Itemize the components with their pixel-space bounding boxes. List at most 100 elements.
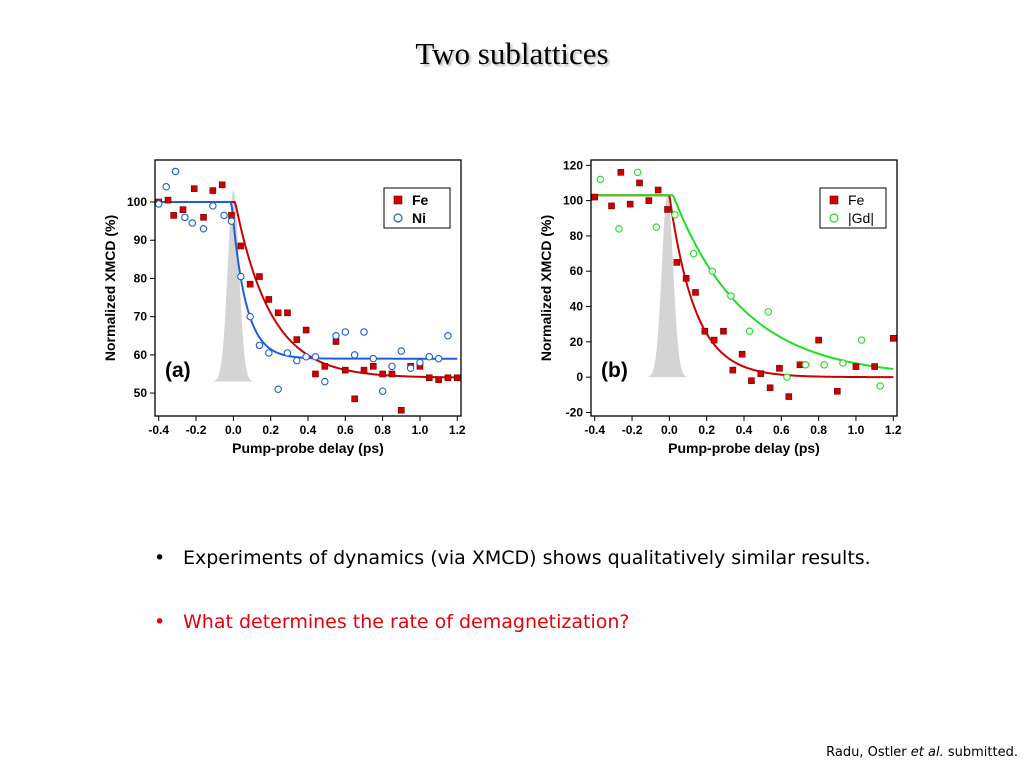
data-point-fe [342, 366, 349, 374]
data-point-fe [815, 336, 822, 344]
y-tick-label: 90 [134, 233, 148, 247]
data-point-ni [406, 364, 415, 372]
y-tick-label: 60 [570, 264, 584, 278]
data-point-ni [341, 328, 350, 336]
y-tick-label: 60 [134, 348, 148, 362]
pump-pulse [645, 193, 690, 378]
data-point-fe [626, 200, 634, 208]
data-point-fe [218, 181, 226, 189]
bullet-marker: • [154, 611, 166, 633]
data-point-ni [199, 225, 208, 233]
data-point-fe [321, 363, 329, 370]
data-point-fe [274, 309, 282, 317]
legend-box [383, 187, 451, 229]
data-point-fe [654, 186, 662, 194]
data-point-ni [321, 377, 329, 386]
data-point-fe [388, 370, 396, 378]
data-point-fe [636, 179, 643, 187]
x-tick-label: 0.4 [300, 423, 317, 437]
x-tick-label: 0.8 [810, 423, 827, 437]
data-point-fe [256, 273, 263, 280]
citation-status: submitted. [943, 745, 1018, 760]
data-point-ni [369, 354, 378, 363]
x-tick-label: 1.2 [885, 423, 902, 437]
data-point-fe [237, 242, 245, 250]
citation-etal: et al. [910, 745, 944, 760]
data-point-fe [265, 296, 273, 303]
data-point-ni [154, 200, 163, 208]
data-point-gd [839, 359, 847, 367]
x-tick-label: -0.4 [148, 423, 169, 437]
data-point-fe [312, 370, 319, 378]
x-tick-label: -0.2 [622, 423, 643, 437]
y-tick-label: 80 [570, 229, 584, 243]
y-tick-label: 0 [576, 370, 583, 384]
panel-label: (b) [601, 359, 628, 382]
data-point-ni [181, 213, 189, 222]
x-tick-label: 0.6 [337, 423, 354, 437]
data-point-fe [209, 187, 217, 194]
y-tick-label: 40 [570, 300, 584, 314]
data-point-fe [302, 326, 310, 334]
y-axis-label: Normalized XMCD (%) [538, 215, 554, 361]
data-point-fe [757, 370, 765, 377]
legend-marker-ni [393, 213, 403, 223]
pump-pulse [210, 190, 256, 382]
data-point-fe [748, 377, 755, 384]
data-point-fe [692, 289, 699, 296]
data-point-ni [416, 358, 424, 367]
chart-panel-b: -0.4 -0.2 0.0 0.2 0.4 0.6 0.8 1.0 1.2 -20 0 20 40 60 8… [538, 158, 902, 456]
data-point-ni [274, 385, 282, 394]
data-point-gd [783, 373, 791, 381]
data-point-ni [332, 332, 340, 340]
legend-label-gd: |Gd| [848, 210, 874, 226]
data-point-ni [237, 272, 245, 281]
y-axis-label: Normalized XMCD (%) [102, 215, 118, 361]
data-point-gd [764, 308, 773, 316]
data-point-fe [190, 185, 198, 192]
data-point-fe [833, 387, 841, 395]
x-axis-label: Pump-probe delay (ps) [668, 440, 820, 456]
data-point-fe [246, 280, 254, 288]
data-point-ni [162, 182, 170, 191]
data-point-gd [876, 382, 884, 390]
data-point-fe [284, 309, 291, 317]
x-tick-label: 0.6 [773, 423, 790, 437]
bullet-item-2: • What determines the rate of demagnetiz… [150, 609, 990, 635]
data-point-fe [397, 406, 405, 414]
data-point-fe [435, 376, 442, 384]
data-point-gd [708, 267, 717, 275]
panel-label: (a) [165, 359, 191, 382]
slide-title: Two sublattices [415, 36, 609, 71]
data-point-fe [766, 384, 774, 392]
data-point-fe [444, 374, 452, 382]
data-point-fe [852, 363, 860, 370]
data-point-fe [785, 393, 793, 400]
data-point-gd [820, 361, 828, 369]
y-tick-label: 20 [570, 335, 584, 349]
data-point-gd [652, 223, 661, 231]
data-point-gd [671, 210, 679, 219]
x-axis-label: Pump-probe delay (ps) [232, 440, 384, 456]
data-point-ni [283, 349, 292, 357]
y-tick-label: 100 [563, 194, 583, 208]
data-point-ni [360, 328, 368, 336]
data-point-ni [293, 356, 301, 365]
data-point-ni [434, 354, 443, 363]
x-tick-label: 0.2 [698, 423, 715, 437]
y-tick-label: -20 [566, 405, 584, 419]
data-point-fe [776, 365, 783, 372]
data-point-fe [351, 395, 358, 403]
data-point-fe [179, 206, 187, 213]
data-point-ni [350, 351, 359, 359]
data-point-fe [200, 214, 207, 221]
data-point-fe [664, 206, 671, 213]
citation-authors: Radu, Ostler [826, 745, 911, 760]
data-point-fe [645, 197, 653, 204]
data-point-ni [171, 167, 180, 176]
data-point-fe [889, 335, 897, 342]
data-point-gd [727, 292, 735, 300]
x-tick-label: 0.4 [736, 423, 753, 437]
x-tick-label: -0.2 [186, 423, 207, 437]
legend-label-fe: Fe [412, 192, 429, 208]
